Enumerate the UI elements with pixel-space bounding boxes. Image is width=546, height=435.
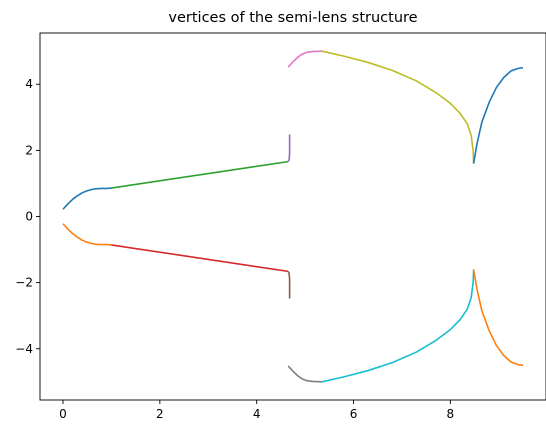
y-tick-label: −2 <box>15 276 33 290</box>
series-line-9 <box>321 50 475 164</box>
y-axis: −4 −2 0 2 4 <box>15 77 40 356</box>
axes-frame <box>39 32 546 401</box>
series-line-3 <box>111 160 289 189</box>
series-line-11 <box>472 66 524 164</box>
x-tick-label: 0 <box>59 407 67 421</box>
y-tick-label: 4 <box>25 77 33 91</box>
x-tick-label: 8 <box>447 407 455 421</box>
series-line-12 <box>472 269 524 367</box>
x-axis: 0 2 4 6 8 <box>59 400 454 421</box>
series-line-5 <box>287 134 291 162</box>
series-line-4 <box>111 244 289 273</box>
y-tick-label: 0 <box>25 210 33 224</box>
series-line-8 <box>287 365 323 383</box>
series-line-7 <box>287 50 323 68</box>
series-line-6 <box>287 271 291 299</box>
x-tick-label: 6 <box>350 407 358 421</box>
y-tick-label: −4 <box>15 342 33 356</box>
series-line-10 <box>321 269 475 383</box>
series-line-1 <box>62 187 112 210</box>
x-tick-label: 2 <box>156 407 164 421</box>
series-layer <box>62 50 524 383</box>
series-line-2 <box>62 223 112 246</box>
y-tick-label: 2 <box>25 143 33 157</box>
chart-title: vertices of the semi-lens structure <box>168 10 417 26</box>
x-tick-label: 4 <box>253 407 261 421</box>
